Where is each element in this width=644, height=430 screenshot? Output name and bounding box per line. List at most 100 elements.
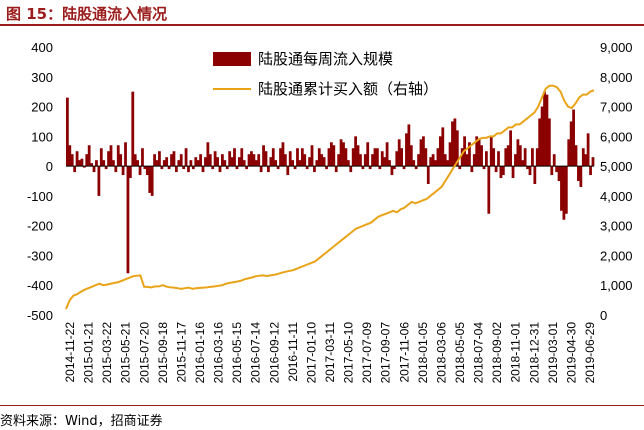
flow-bar [388,160,391,167]
flow-bar [550,166,554,176]
flow-bar [158,151,161,167]
flow-bar [279,148,282,167]
flow-bar [187,166,190,173]
x-tick-label: 2017-09-07 [379,322,393,384]
flow-bar [196,160,200,167]
flow-bar [443,154,447,167]
x-tick-label: 2016-03-16 [212,322,226,384]
flow-bar [327,148,331,167]
flow-bar [102,160,106,167]
flow-bar [174,166,178,173]
flow-bar [99,148,103,167]
x-tick-label: 2019-04-30 [564,322,578,384]
flow-bar [397,139,401,167]
flow-bar [497,151,500,167]
x-tick-label: 2019-06-29 [583,322,597,384]
flow-bar [378,166,382,170]
flow-bar [511,166,515,179]
flow-bar [591,157,595,167]
flow-bar [78,160,81,167]
flow-bar [383,157,387,167]
flow-bar [165,157,169,167]
flow-bar [276,166,280,170]
flow-bar [545,94,549,167]
right-tick-label: 8,000 [600,70,633,85]
flow-bar [344,148,348,167]
flow-bar [172,151,176,167]
flow-bar [586,133,590,167]
flow-bar [460,148,464,167]
flow-bar [560,166,563,211]
chart: 400 300 200 100 0 -100 -200 -300 -400 -500 9,000 8… [27,40,633,384]
flow-bar [434,160,437,167]
x-tick-label: 2017-05-10 [342,322,356,384]
flow-bar [359,154,362,167]
flow-bar [455,130,459,167]
flow-bar [380,151,384,167]
x-tick-label: 2016-09-12 [267,322,281,384]
flow-bar [528,166,532,176]
flow-bar [288,151,292,167]
x-tick-label: 2018-07-04 [472,322,486,384]
flow-bar [414,166,418,170]
flow-bar [225,166,229,170]
flow-bar [160,166,164,170]
flow-bar [453,118,457,167]
flow-bar [577,166,580,181]
legend-bar-swatch [213,52,251,66]
flow-bar [300,148,304,167]
left-tick-label: -100 [27,189,53,204]
left-tick-label: -200 [27,219,53,234]
flow-bar [431,154,435,167]
x-tick-label: 2015-09-18 [156,322,170,384]
flow-bar [417,154,420,167]
flow-bar [199,154,202,167]
legend-bar-label: 陆股通每周流入规模 [258,51,393,68]
flow-bar [75,151,79,167]
flow-bar [303,154,307,167]
flow-bar [194,157,198,167]
flow-bar [363,154,367,167]
left-tick-label: -500 [27,308,53,323]
flow-bar [233,148,236,167]
flow-bar [368,166,372,170]
flow-bar [119,154,123,167]
flow-bar [177,160,181,167]
flow-bar [95,160,98,167]
flow-bar [257,154,261,167]
flow-bar [400,148,404,167]
flow-bar [584,154,588,167]
figure-title: 图 15：陆股通流入情况 [6,5,168,23]
left-tick-label: 300 [31,70,53,85]
flow-bar [407,124,411,167]
flow-bar [555,166,559,173]
flow-bar [317,148,321,167]
flow-bar [523,148,527,167]
flow-bar [349,166,353,173]
flow-bar [80,158,84,167]
flow-bar [310,145,314,167]
flow-bar [204,157,207,167]
flow-bar [170,154,173,167]
flow-bar [250,151,253,167]
flow-bar [112,160,115,167]
flow-bar [366,142,370,167]
flow-bar [438,136,442,167]
flow-bar [155,160,159,167]
flow-bar [441,127,445,167]
flow-bar [66,97,69,167]
x-tick-label: 2018-11-01 [509,322,523,383]
flow-bar [392,166,396,170]
flow-bar [371,154,374,167]
x-tick-label: 2016-07-14 [249,322,263,384]
flow-bar [436,148,440,167]
right-tick-label: 7,000 [600,100,633,115]
flow-bar [230,157,234,167]
flow-bar [339,139,343,167]
right-tick-label: 9,000 [600,40,633,55]
flow-bar [189,160,193,167]
flow-bar [107,151,110,167]
flow-bar [531,148,534,167]
x-tick-label: 2015-07-20 [137,322,151,384]
flow-bar [426,166,430,184]
